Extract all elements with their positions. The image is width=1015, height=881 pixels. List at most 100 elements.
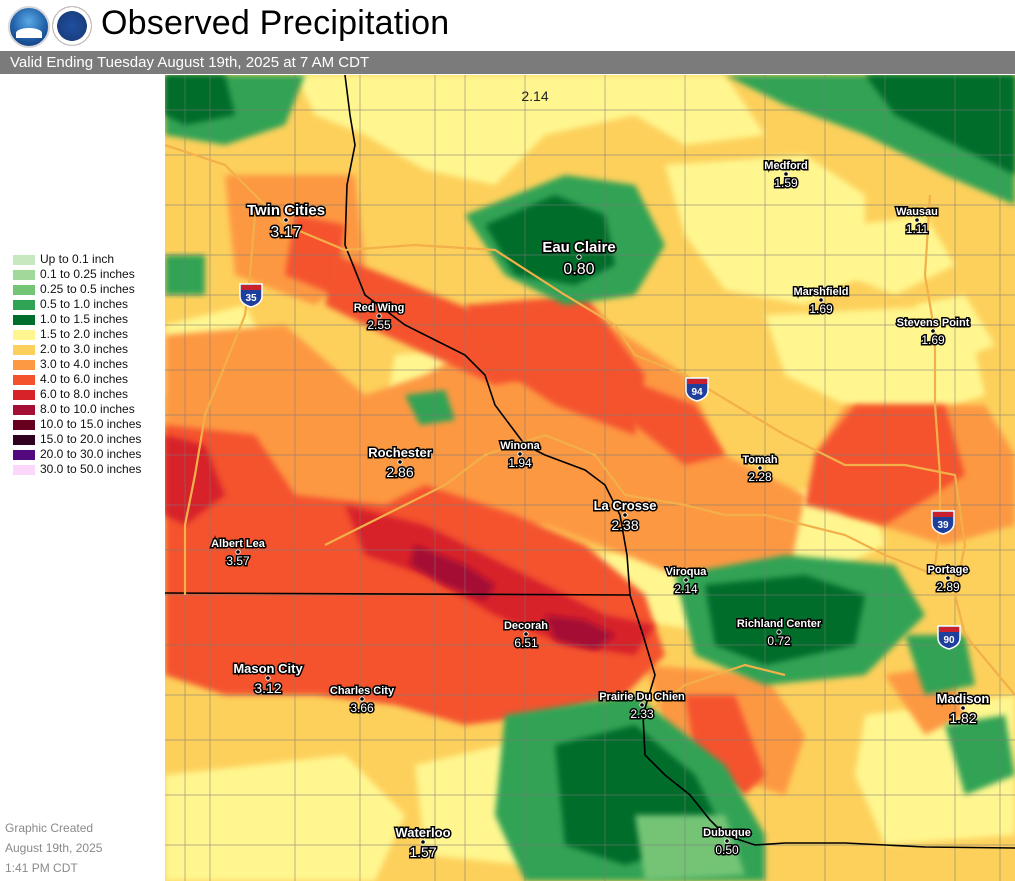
precip-region [165,425,665,725]
shield-number: 39 [937,520,949,531]
city-marker: Prairie Du Chien 2.33 [598,690,687,723]
city-name: Stevens Point [897,317,970,329]
city-precip-value: 2.89 [936,580,960,594]
city-precip-value: 1.57 [409,844,436,860]
legend-swatch [13,435,35,445]
interstate-shields: 35 94 39 90 [239,283,961,650]
shield-top [933,512,953,517]
legend-swatch [13,300,35,310]
city-labels: Twin Cities 3.17 Eau Claire 0.80 Medford 1.59… [210,88,991,862]
precip-map-canvas: 35 94 39 90 Twin Cities 3.17 Eau Claire 0.80 Me… [165,75,1015,881]
city-precip-value: 3.17 [270,224,301,241]
city-dot [930,328,936,334]
city-name: Medford [764,160,807,172]
precip-region [410,545,495,600]
city-marker: Mason City 3.12 [232,660,305,698]
legend-swatch [13,285,35,295]
precip-region [345,505,655,655]
precip-region [295,75,765,185]
city-precip-value: 6.51 [514,636,538,650]
interstate-highways [165,143,1015,716]
legend-swatch [13,405,35,415]
city-precip-value: 3.57 [226,554,250,568]
city-precip-value: 2.86 [386,464,413,480]
created-label: Graphic Created [5,821,94,835]
legend-label: 2.0 to 3.0 inches [40,342,129,356]
legend-label: 10.0 to 15.0 inches [40,417,142,431]
legend-label: 20.0 to 30.0 inches [40,447,142,461]
created-time: 1:41 PM CDT [5,861,78,875]
city-precip-value: 1.59 [774,176,798,190]
page-title: Observed Precipitation [101,4,450,42]
city-marker: Tomah 2.28 [741,453,780,486]
city-name: Portage [928,564,969,576]
city-dot [757,465,763,471]
interstate-94 [165,143,1015,696]
city-precip-value: 2.38 [611,517,638,533]
city-marker: Winona 1.94 [499,439,542,472]
valid-time-bar: Valid Ending Tuesday August 19th, 2025 a… [0,51,1015,74]
precip-fill-layer [165,75,1015,881]
shield-top [241,285,261,290]
legend-label: 6.0 to 8.0 inches [40,387,129,401]
precip-region [685,695,765,795]
shield-top [939,627,959,632]
mn-ia-border [165,592,631,596]
shield-number: 90 [943,635,955,646]
city-name: Marshfield [793,286,848,298]
city-name: Tomah [742,454,778,466]
legend-swatch [13,465,35,475]
precip-region [615,375,725,465]
city-name: Eau Claire [542,239,615,256]
legend-swatch [13,420,35,430]
city-dot [517,451,523,457]
interstate-shield-icon: 90 [937,625,961,650]
city-precip-value: 2.28 [748,470,772,484]
us-highway [644,663,786,716]
shield-number: 94 [691,387,703,398]
legend-swatch [13,270,35,280]
city-name: Albert Lea [211,538,266,550]
header: Observed Precipitation [0,0,1015,50]
city-precip-value: 1.69 [921,333,945,347]
city-marker: Richland Center 0.72 [735,617,823,650]
city-marker: Stevens Point 1.69 [895,316,971,349]
precip-region [865,75,1015,175]
city-precip-value: 0.72 [767,634,791,648]
city-name: Wausau [896,206,938,218]
city-name: Winona [500,440,540,452]
city-dot [783,171,789,177]
city-name: Twin Cities [247,202,325,219]
shield-top [687,379,707,384]
city-marker: Rochester 2.86 [367,444,434,482]
shield-number: 35 [245,293,257,304]
city-name: Red Wing [354,302,405,314]
precip-region [465,295,645,435]
city-dot [576,254,582,260]
city-precip-value: 1.69 [809,302,833,316]
city-marker: Eau Claire 0.80 [541,238,617,280]
city-dot [622,512,628,518]
legend-label: 0.5 to 1.0 inches [40,297,129,311]
city-precip-value: 3.12 [254,680,281,696]
precip-region [635,815,745,881]
city-dot [960,705,966,711]
precip-map: 35 94 39 90 Twin Cities 3.17 Eau Claire 0.80 Me… [165,75,1015,881]
city-dot [523,631,529,637]
precip-region [485,195,615,285]
interstate-35 [183,214,257,595]
legend-label: 15.0 to 20.0 inches [40,432,142,446]
legend-label: 8.0 to 10.0 inches [40,402,135,416]
city-dot [265,675,271,681]
city-name: Waterloo [395,825,450,840]
legend-swatch [13,375,35,385]
city-dot [914,217,920,223]
precip-region [905,635,975,695]
legend-label: 3.0 to 4.0 inches [40,357,129,371]
us-highway [324,433,936,577]
created-date: August 19th, 2025 [5,841,103,855]
precip-region [945,715,1015,795]
city-precip-value: 1.94 [508,456,532,470]
city-dot [724,838,730,844]
legend-label: Up to 0.1 inch [40,252,115,266]
